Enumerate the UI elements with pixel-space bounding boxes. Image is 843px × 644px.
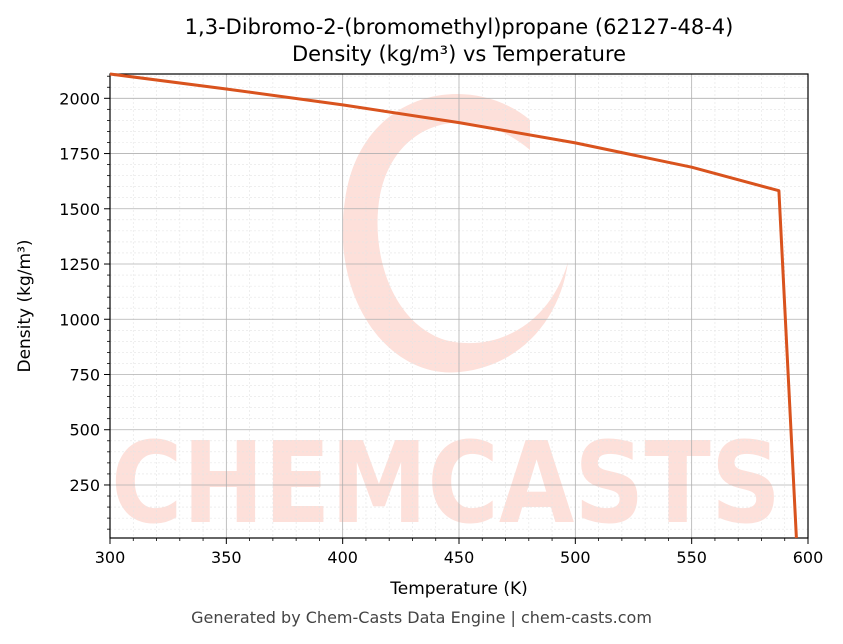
y-tick-label: 2000 bbox=[59, 89, 100, 108]
series-layer bbox=[109, 72, 798, 539]
y-tick-label: 1750 bbox=[59, 145, 100, 164]
x-tick-label: 550 bbox=[676, 548, 707, 567]
watermark-text: CHEMCASTS bbox=[111, 419, 781, 549]
x-tick-label: 500 bbox=[560, 548, 591, 567]
density-series-line bbox=[109, 72, 798, 539]
x-axis-ticks: 300 350 400 450 500 550 600 bbox=[95, 538, 824, 567]
y-tick-label: 250 bbox=[69, 476, 100, 495]
x-tick-label: 350 bbox=[211, 548, 242, 567]
y-tick-label: 750 bbox=[69, 365, 100, 384]
x-tick-label: 400 bbox=[327, 548, 358, 567]
y-tick-label: 500 bbox=[69, 421, 100, 440]
x-tick-label: 450 bbox=[444, 548, 475, 567]
x-tick-label: 600 bbox=[793, 548, 824, 567]
y-axis-ticks: 250 500 750 1000 1250 1500 1750 2000 bbox=[59, 75, 110, 530]
footer-credit: Generated by Chem-Casts Data Engine | ch… bbox=[191, 608, 652, 627]
x-axis-label: Temperature (K) bbox=[389, 579, 528, 599]
chart-title-line1: 1,3-Dibromo-2-(bromomethyl)propane (6212… bbox=[185, 15, 734, 39]
x-tick-label: 300 bbox=[95, 548, 126, 567]
y-tick-label: 1250 bbox=[59, 255, 100, 274]
y-axis-label: Density (kg/m³) bbox=[15, 239, 35, 372]
chart-title-line2: Density (kg/m³) vs Temperature bbox=[292, 42, 626, 66]
y-tick-label: 1500 bbox=[59, 200, 100, 219]
chemcasts-watermark: CHEMCASTS bbox=[111, 94, 781, 549]
y-tick-label: 1000 bbox=[59, 310, 100, 329]
